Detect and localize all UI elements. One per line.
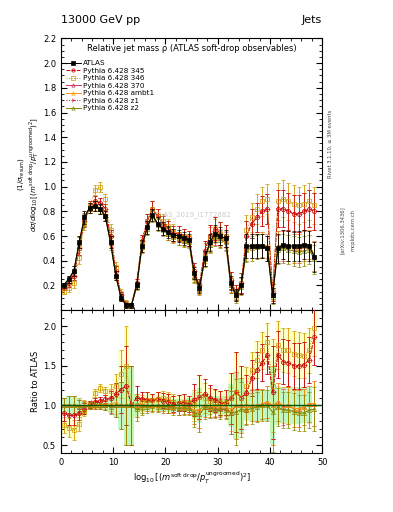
Text: Jets: Jets — [302, 15, 322, 25]
Legend: ATLAS, Pythia 6.428 345, Pythia 6.428 346, Pythia 6.428 370, Pythia 6.428 ambt1,: ATLAS, Pythia 6.428 345, Pythia 6.428 34… — [66, 60, 154, 111]
Y-axis label: Ratio to ATLAS: Ratio to ATLAS — [31, 351, 40, 412]
Text: ATLAS_2019_I1772882: ATLAS_2019_I1772882 — [152, 211, 231, 219]
Text: Relative jet mass ρ (ATLAS soft-drop observables): Relative jet mass ρ (ATLAS soft-drop obs… — [87, 44, 296, 53]
X-axis label: $\log_{10}[(m^{\rm soft\ drop}/p_T^{\rm ungroomed})^2]$: $\log_{10}[(m^{\rm soft\ drop}/p_T^{\rm … — [132, 470, 251, 486]
Text: 13000 GeV pp: 13000 GeV pp — [61, 15, 140, 25]
Text: [arXiv:1306.3436]: [arXiv:1306.3436] — [340, 206, 345, 254]
Y-axis label: $(1/\sigma_{\rm resum})$
$d\sigma/d\log_{10}[(m^{\rm soft\ drop}/p_T^{\rm ungroo: $(1/\sigma_{\rm resum})$ $d\sigma/d\log_… — [16, 117, 41, 231]
Text: mcplots.cern.ch: mcplots.cern.ch — [351, 209, 356, 251]
Text: Rivet 3.1.10, ≥ 3M events: Rivet 3.1.10, ≥ 3M events — [328, 109, 333, 178]
